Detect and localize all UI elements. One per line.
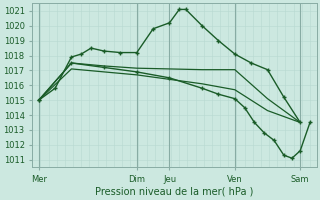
- X-axis label: Pression niveau de la mer( hPa ): Pression niveau de la mer( hPa ): [95, 187, 253, 197]
